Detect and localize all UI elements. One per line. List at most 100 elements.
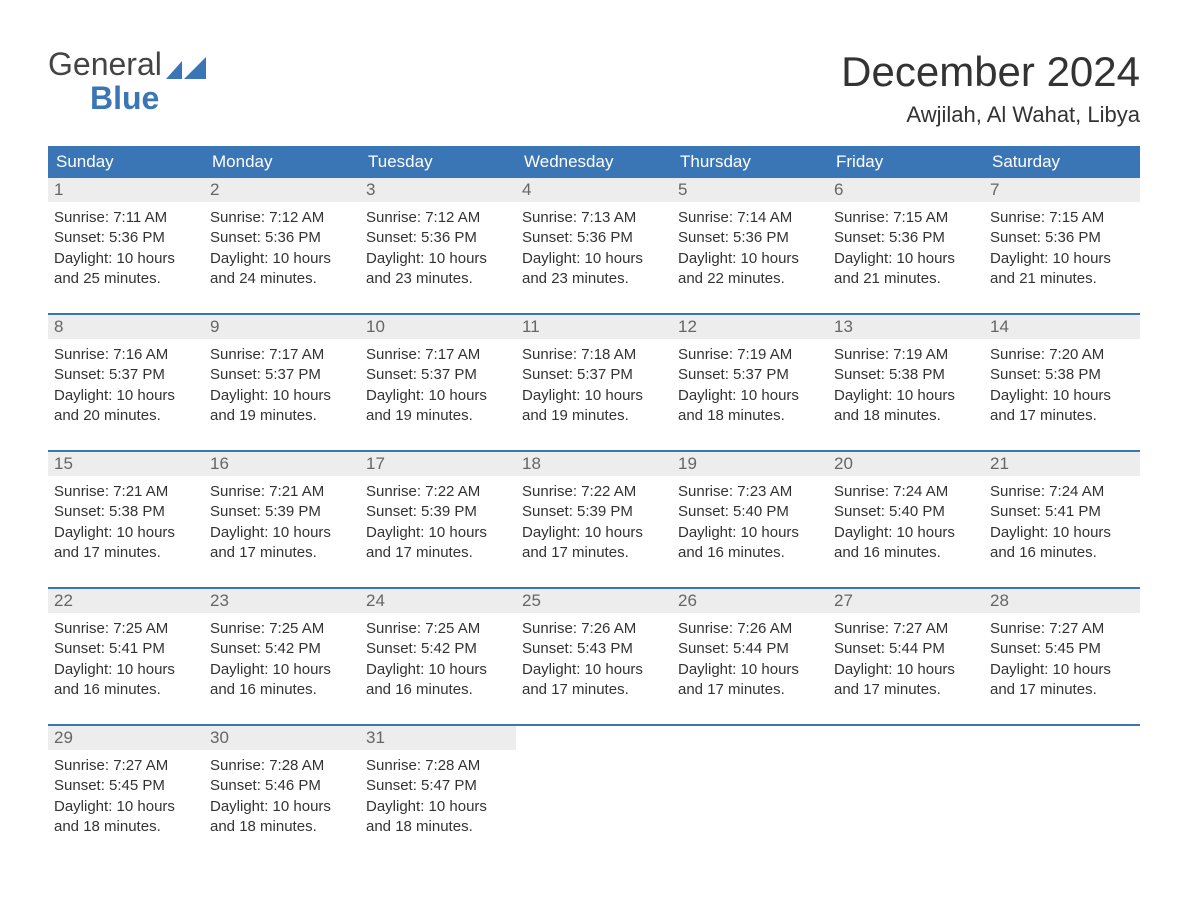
sunrise-line: Sunrise: 7:12 AM (210, 208, 354, 228)
calendar-day (516, 726, 672, 857)
weekday-header-cell: Friday (828, 146, 984, 178)
sunrise-line: Sunrise: 7:21 AM (210, 482, 354, 502)
sunrise-line: Sunrise: 7:24 AM (834, 482, 978, 502)
day-details: Sunrise: 7:25 AMSunset: 5:42 PMDaylight:… (360, 613, 516, 720)
day-number (828, 726, 984, 750)
day-number: 9 (204, 315, 360, 339)
sunrise-line: Sunrise: 7:22 AM (522, 482, 666, 502)
sunset-line: Sunset: 5:36 PM (990, 228, 1134, 248)
sunrise-line: Sunrise: 7:12 AM (366, 208, 510, 228)
sunset-line: Sunset: 5:37 PM (678, 365, 822, 385)
day-details: Sunrise: 7:22 AMSunset: 5:39 PMDaylight:… (360, 476, 516, 583)
day-number: 5 (672, 178, 828, 202)
day-details: Sunrise: 7:27 AMSunset: 5:45 PMDaylight:… (984, 613, 1140, 720)
sunrise-line: Sunrise: 7:18 AM (522, 345, 666, 365)
day-number: 20 (828, 452, 984, 476)
calendar-day: 9Sunrise: 7:17 AMSunset: 5:37 PMDaylight… (204, 315, 360, 446)
day-number: 12 (672, 315, 828, 339)
daylight-line: Daylight: 10 hours and 17 minutes. (990, 660, 1134, 701)
calendar-day: 18Sunrise: 7:22 AMSunset: 5:39 PMDayligh… (516, 452, 672, 583)
sunset-line: Sunset: 5:36 PM (366, 228, 510, 248)
sunset-line: Sunset: 5:36 PM (522, 228, 666, 248)
daylight-line: Daylight: 10 hours and 18 minutes. (366, 797, 510, 838)
day-details: Sunrise: 7:27 AMSunset: 5:45 PMDaylight:… (48, 750, 204, 857)
sunrise-line: Sunrise: 7:25 AM (366, 619, 510, 639)
day-details: Sunrise: 7:17 AMSunset: 5:37 PMDaylight:… (360, 339, 516, 446)
day-number: 25 (516, 589, 672, 613)
calendar-day: 14Sunrise: 7:20 AMSunset: 5:38 PMDayligh… (984, 315, 1140, 446)
day-number: 26 (672, 589, 828, 613)
daylight-line: Daylight: 10 hours and 23 minutes. (522, 249, 666, 290)
daylight-line: Daylight: 10 hours and 16 minutes. (54, 660, 198, 701)
sunrise-line: Sunrise: 7:24 AM (990, 482, 1134, 502)
day-number (516, 726, 672, 750)
daylight-line: Daylight: 10 hours and 17 minutes. (678, 660, 822, 701)
daylight-line: Daylight: 10 hours and 16 minutes. (834, 523, 978, 564)
day-number: 13 (828, 315, 984, 339)
day-details: Sunrise: 7:22 AMSunset: 5:39 PMDaylight:… (516, 476, 672, 583)
sunset-line: Sunset: 5:39 PM (210, 502, 354, 522)
logo-line2: Blue (48, 82, 162, 116)
day-details: Sunrise: 7:12 AMSunset: 5:36 PMDaylight:… (204, 202, 360, 309)
sunset-line: Sunset: 5:42 PM (366, 639, 510, 659)
sunrise-line: Sunrise: 7:27 AM (54, 756, 198, 776)
daylight-line: Daylight: 10 hours and 24 minutes. (210, 249, 354, 290)
calendar-day: 12Sunrise: 7:19 AMSunset: 5:37 PMDayligh… (672, 315, 828, 446)
daylight-line: Daylight: 10 hours and 25 minutes. (54, 249, 198, 290)
calendar-day: 30Sunrise: 7:28 AMSunset: 5:46 PMDayligh… (204, 726, 360, 857)
day-details: Sunrise: 7:25 AMSunset: 5:41 PMDaylight:… (48, 613, 204, 720)
sunrise-line: Sunrise: 7:16 AM (54, 345, 198, 365)
calendar: SundayMondayTuesdayWednesdayThursdayFrid… (48, 146, 1140, 857)
day-details: Sunrise: 7:26 AMSunset: 5:44 PMDaylight:… (672, 613, 828, 720)
header: General Blue December 2024 Awjilah, Al W… (48, 48, 1140, 128)
day-number: 16 (204, 452, 360, 476)
day-details: Sunrise: 7:16 AMSunset: 5:37 PMDaylight:… (48, 339, 204, 446)
calendar-day: 25Sunrise: 7:26 AMSunset: 5:43 PMDayligh… (516, 589, 672, 720)
sunrise-line: Sunrise: 7:11 AM (54, 208, 198, 228)
calendar-day: 7Sunrise: 7:15 AMSunset: 5:36 PMDaylight… (984, 178, 1140, 309)
day-number (984, 726, 1140, 750)
daylight-line: Daylight: 10 hours and 21 minutes. (990, 249, 1134, 290)
day-number (672, 726, 828, 750)
daylight-line: Daylight: 10 hours and 18 minutes. (210, 797, 354, 838)
calendar-day: 20 Sunrise: 7:24 AMSunset: 5:40 PMDayligh… (828, 452, 984, 583)
calendar-day: 17Sunrise: 7:22 AMSunset: 5:39 PMDayligh… (360, 452, 516, 583)
sunrise-line: Sunrise: 7:22 AM (366, 482, 510, 502)
day-details: Sunrise: 7:24 AMSunset: 5:41 PMDaylight:… (984, 476, 1140, 583)
day-number: 11 (516, 315, 672, 339)
day-number: 4 (516, 178, 672, 202)
day-number: 22 (48, 589, 204, 613)
sunrise-line: Sunrise: 7:19 AM (834, 345, 978, 365)
month-title: December 2024 (841, 48, 1140, 96)
calendar-day: 2Sunrise: 7:12 AMSunset: 5:36 PMDaylight… (204, 178, 360, 309)
day-number: 19 (672, 452, 828, 476)
sunset-line: Sunset: 5:37 PM (522, 365, 666, 385)
calendar-day: 15Sunrise: 7:21 AMSunset: 5:38 PMDayligh… (48, 452, 204, 583)
day-details: Sunrise: 7:26 AMSunset: 5:43 PMDaylight:… (516, 613, 672, 720)
weekday-header-cell: Saturday (984, 146, 1140, 178)
sunset-line: Sunset: 5:37 PM (366, 365, 510, 385)
daylight-line: Daylight: 10 hours and 20 minutes. (54, 386, 198, 427)
flags-icon (166, 54, 218, 78)
calendar-day: 21Sunrise: 7:24 AMSunset: 5:41 PMDayligh… (984, 452, 1140, 583)
day-details: Sunrise: 7:19 AMSunset: 5:38 PMDaylight:… (828, 339, 984, 446)
sunrise-line: Sunrise: 7:19 AM (678, 345, 822, 365)
day-number: 27 (828, 589, 984, 613)
sunset-line: Sunset: 5:37 PM (54, 365, 198, 385)
daylight-line: Daylight: 10 hours and 19 minutes. (522, 386, 666, 427)
day-number: 3 (360, 178, 516, 202)
sunset-line: Sunset: 5:36 PM (54, 228, 198, 248)
calendar-day (984, 726, 1140, 857)
sunrise-line: Sunrise: 7:26 AM (678, 619, 822, 639)
day-number: 15 (48, 452, 204, 476)
sunset-line: Sunset: 5:38 PM (54, 502, 198, 522)
day-number: 10 (360, 315, 516, 339)
weekday-header-row: SundayMondayTuesdayWednesdayThursdayFrid… (48, 146, 1140, 178)
day-number: 31 (360, 726, 516, 750)
day-details: Sunrise: 7:13 AMSunset: 5:36 PMDaylight:… (516, 202, 672, 309)
sunset-line: Sunset: 5:40 PM (834, 502, 978, 522)
day-details: Sunrise: 7:27 AMSunset: 5:44 PMDaylight:… (828, 613, 984, 720)
sunrise-line: Sunrise: 7:21 AM (54, 482, 198, 502)
day-details: Sunrise: 7:25 AMSunset: 5:42 PMDaylight:… (204, 613, 360, 720)
sunset-line: Sunset: 5:41 PM (990, 502, 1134, 522)
